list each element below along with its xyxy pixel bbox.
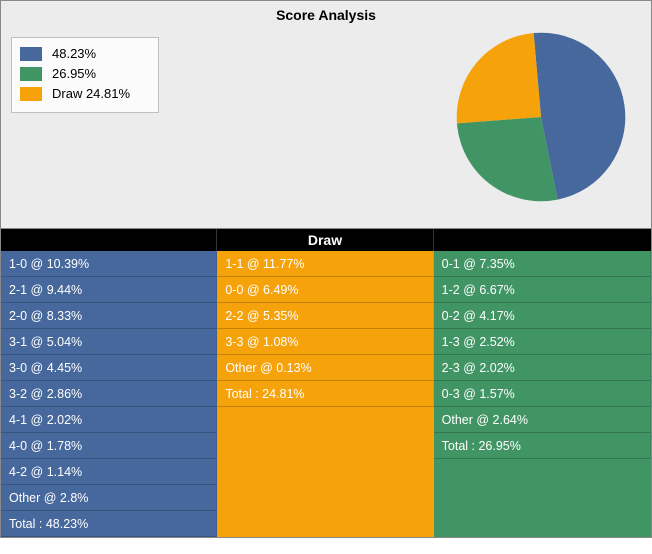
legend-swatch-away [20,67,42,81]
score-row: Other @ 0.13% [217,355,433,381]
legend-swatch-home [20,47,42,61]
score-row: 3-3 @ 1.08% [217,329,433,355]
score-row: Total : 48.23% [1,511,217,537]
score-analysis-panel: Score Analysis 48.23% 26.95% Draw 24.81%… [0,0,652,538]
score-row: 0-0 @ 6.49% [217,277,433,303]
score-row: 4-2 @ 1.14% [1,459,217,485]
score-row: 2-1 @ 9.44% [1,277,217,303]
legend-label: 26.95% [52,64,96,84]
column-header [1,229,217,251]
score-row: Total : 24.81% [217,381,433,407]
score-row: 0-3 @ 1.57% [434,381,651,407]
score-row: 4-0 @ 1.78% [1,433,217,459]
score-row: 2-2 @ 5.35% [217,303,433,329]
score-row: 3-1 @ 5.04% [1,329,217,355]
score-columns: 1-0 @ 10.39%2-1 @ 9.44%2-0 @ 8.33%3-1 @ … [1,229,651,537]
score-row: 2-0 @ 8.33% [1,303,217,329]
score-row: 4-1 @ 2.02% [1,407,217,433]
pie-slice [457,33,541,123]
legend-item: 26.95% [20,64,130,84]
chart-title: Score Analysis [1,1,651,27]
column-header [434,229,651,251]
legend: 48.23% 26.95% Draw 24.81% [11,37,159,113]
legend-label: 48.23% [52,44,96,64]
draw-column: Draw 1-1 @ 11.77%0-0 @ 6.49%2-2 @ 5.35%3… [217,229,433,537]
legend-label: Draw 24.81% [52,84,130,104]
score-row: Other @ 2.64% [434,407,651,433]
legend-item: 48.23% [20,44,130,64]
pie-chart [455,31,627,203]
away-win-column: 0-1 @ 7.35%1-2 @ 6.67%0-2 @ 4.17%1-3 @ 2… [434,229,651,537]
home-win-column: 1-0 @ 10.39%2-1 @ 9.44%2-0 @ 8.33%3-1 @ … [1,229,217,537]
score-row: 0-1 @ 7.35% [434,251,651,277]
pie-slice [457,117,558,201]
score-row: 1-1 @ 11.77% [217,251,433,277]
legend-item: Draw 24.81% [20,84,130,104]
chart-panel: Score Analysis 48.23% 26.95% Draw 24.81% [1,1,651,229]
column-header: Draw [217,229,433,251]
score-row: Total : 26.95% [434,433,651,459]
score-row: 1-3 @ 2.52% [434,329,651,355]
score-row: 0-2 @ 4.17% [434,303,651,329]
score-row: 3-0 @ 4.45% [1,355,217,381]
score-row: 1-2 @ 6.67% [434,277,651,303]
score-row: 1-0 @ 10.39% [1,251,217,277]
legend-swatch-draw [20,87,42,101]
score-row: Other @ 2.8% [1,485,217,511]
score-row: 3-2 @ 2.86% [1,381,217,407]
score-row: 2-3 @ 2.02% [434,355,651,381]
